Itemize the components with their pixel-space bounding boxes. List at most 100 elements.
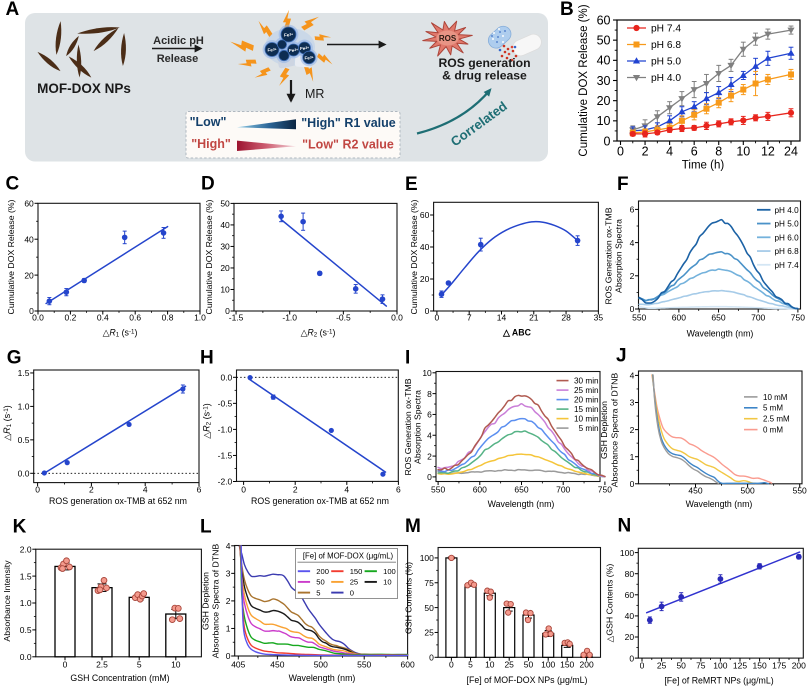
- svg-text:30: 30: [220, 242, 230, 252]
- svg-text:"High" R1 value: "High" R1 value: [301, 116, 396, 130]
- svg-text:1: 1: [226, 624, 231, 634]
- svg-text:pH 5.0: pH 5.0: [651, 57, 681, 68]
- svg-text:4: 4: [427, 431, 432, 441]
- svg-text:Fe3+: Fe3+: [304, 55, 313, 60]
- svg-text:20: 20: [597, 94, 611, 108]
- svg-text:2: 2: [226, 596, 231, 606]
- svg-text:125: 125: [733, 661, 747, 671]
- svg-text:8: 8: [427, 389, 432, 399]
- svg-text:Absorbance Intensity: Absorbance Intensity: [2, 560, 12, 642]
- svg-text:Wavelength (nm): Wavelength (nm): [289, 673, 356, 683]
- svg-text:40: 40: [625, 611, 635, 621]
- svg-text:"Low" R2 value: "Low" R2 value: [302, 138, 394, 152]
- svg-text:21: 21: [529, 313, 539, 323]
- svg-text:-1.5: -1.5: [229, 313, 244, 323]
- svg-text:[Fe] of MOF-DOX NPs (μg/mL): [Fe] of MOF-DOX NPs (μg/mL): [467, 675, 588, 685]
- svg-text:20: 20: [625, 632, 635, 642]
- svg-text:20: 20: [24, 270, 34, 280]
- svg-text:150: 150: [560, 660, 574, 670]
- svg-text:75: 75: [696, 661, 706, 671]
- svg-text:25 min: 25 min: [574, 386, 599, 395]
- svg-text:1.5: 1.5: [18, 368, 30, 378]
- svg-text:0: 0: [630, 304, 635, 314]
- svg-text:pH 6.0: pH 6.0: [775, 233, 800, 242]
- svg-text:20: 20: [220, 263, 230, 273]
- svg-text:1.0: 1.0: [20, 598, 32, 608]
- svg-text:6: 6: [427, 410, 432, 420]
- svg-text:pH 7.4: pH 7.4: [775, 261, 800, 270]
- svg-text:0.8: 0.8: [162, 313, 174, 323]
- svg-text:4: 4: [344, 485, 349, 495]
- svg-text:GSH Concentration (mM): GSH Concentration (mM): [70, 673, 169, 683]
- svg-text:1.5: 1.5: [20, 571, 32, 581]
- svg-text:0: 0: [63, 660, 68, 670]
- svg-text:0.5: 0.5: [20, 625, 32, 635]
- svg-text:80: 80: [625, 569, 635, 579]
- svg-text:ROS Generation ox-TMB: ROS Generation ox-TMB: [403, 378, 413, 475]
- svg-text:28: 28: [561, 313, 571, 323]
- svg-text:0: 0: [29, 306, 34, 316]
- svg-text:750: 750: [791, 313, 805, 323]
- svg-text:0.4: 0.4: [97, 313, 109, 323]
- svg-text:25: 25: [424, 628, 434, 638]
- svg-text:650: 650: [514, 485, 528, 495]
- svg-text:0.0: 0.0: [20, 652, 32, 662]
- svg-text:10: 10: [220, 285, 230, 295]
- svg-text:ROS generation ox-TMB at 652 n: ROS generation ox-TMB at 652 nm: [251, 496, 389, 506]
- svg-text:2.5: 2.5: [96, 660, 108, 670]
- svg-text:60: 60: [24, 199, 34, 209]
- svg-text:450: 450: [270, 660, 284, 670]
- svg-text:J: J: [616, 346, 627, 367]
- svg-text:[Fe] of ReMRT NPs (μg/mL): [Fe] of ReMRT NPs (μg/mL): [664, 676, 773, 686]
- svg-text:3: 3: [226, 569, 231, 579]
- svg-text:pH 7.4: pH 7.4: [651, 24, 681, 35]
- svg-text:GSH Depletion: GSH Depletion: [599, 401, 609, 459]
- svg-text:550: 550: [357, 660, 371, 670]
- svg-text:△R1 (s-1): △R1 (s-1): [103, 328, 138, 339]
- svg-text:10: 10: [383, 578, 391, 587]
- svg-text:600: 600: [401, 660, 415, 670]
- svg-text:60: 60: [420, 210, 430, 220]
- svg-text:Cumulative DOX Release (%): Cumulative DOX Release (%): [6, 199, 16, 314]
- svg-text:MR: MR: [305, 87, 324, 101]
- svg-text:Time (h): Time (h): [682, 160, 725, 172]
- svg-text:100: 100: [713, 661, 727, 671]
- svg-text:E: E: [405, 174, 418, 195]
- svg-text:0.0: 0.0: [18, 469, 30, 479]
- svg-text:Wavelength (nm): Wavelength (nm): [488, 499, 555, 509]
- svg-text:50: 50: [316, 578, 324, 587]
- svg-text:200: 200: [580, 660, 594, 670]
- svg-text:750: 750: [598, 485, 612, 495]
- svg-text:200: 200: [316, 567, 329, 576]
- svg-text:6: 6: [396, 485, 401, 495]
- svg-text:4: 4: [630, 238, 635, 248]
- svg-text:25: 25: [657, 661, 667, 671]
- svg-text:Wavelength (nm): Wavelength (nm): [686, 499, 753, 509]
- svg-text:2: 2: [293, 485, 298, 495]
- svg-text:6: 6: [630, 205, 635, 215]
- svg-text:50: 50: [220, 199, 230, 209]
- svg-text:0: 0: [225, 306, 230, 316]
- svg-text:700: 700: [556, 485, 570, 495]
- svg-text:"Low": "Low": [190, 115, 227, 129]
- svg-text:Fe3+: Fe3+: [267, 47, 276, 52]
- svg-text:0: 0: [241, 485, 246, 495]
- svg-text:100: 100: [420, 553, 434, 563]
- svg-text:175: 175: [772, 661, 786, 671]
- svg-text:pH 5.0: pH 5.0: [775, 220, 800, 229]
- svg-text:0.0: 0.0: [220, 373, 232, 383]
- svg-text:500: 500: [314, 660, 328, 670]
- svg-text:"High": "High": [191, 137, 231, 151]
- svg-text:1: 1: [630, 452, 635, 462]
- svg-text:700: 700: [751, 313, 765, 323]
- svg-text:25: 25: [350, 578, 358, 587]
- svg-text:MOF-DOX NPs: MOF-DOX NPs: [37, 81, 131, 96]
- svg-text:0.0: 0.0: [32, 313, 44, 323]
- svg-text:0: 0: [425, 306, 430, 316]
- svg-text:10: 10: [171, 660, 181, 670]
- svg-text:35: 35: [594, 313, 604, 323]
- svg-text:75: 75: [424, 578, 434, 588]
- svg-text:5 mM: 5 mM: [763, 404, 783, 413]
- svg-text:40: 40: [597, 54, 611, 68]
- svg-text:-1.0: -1.0: [218, 425, 233, 435]
